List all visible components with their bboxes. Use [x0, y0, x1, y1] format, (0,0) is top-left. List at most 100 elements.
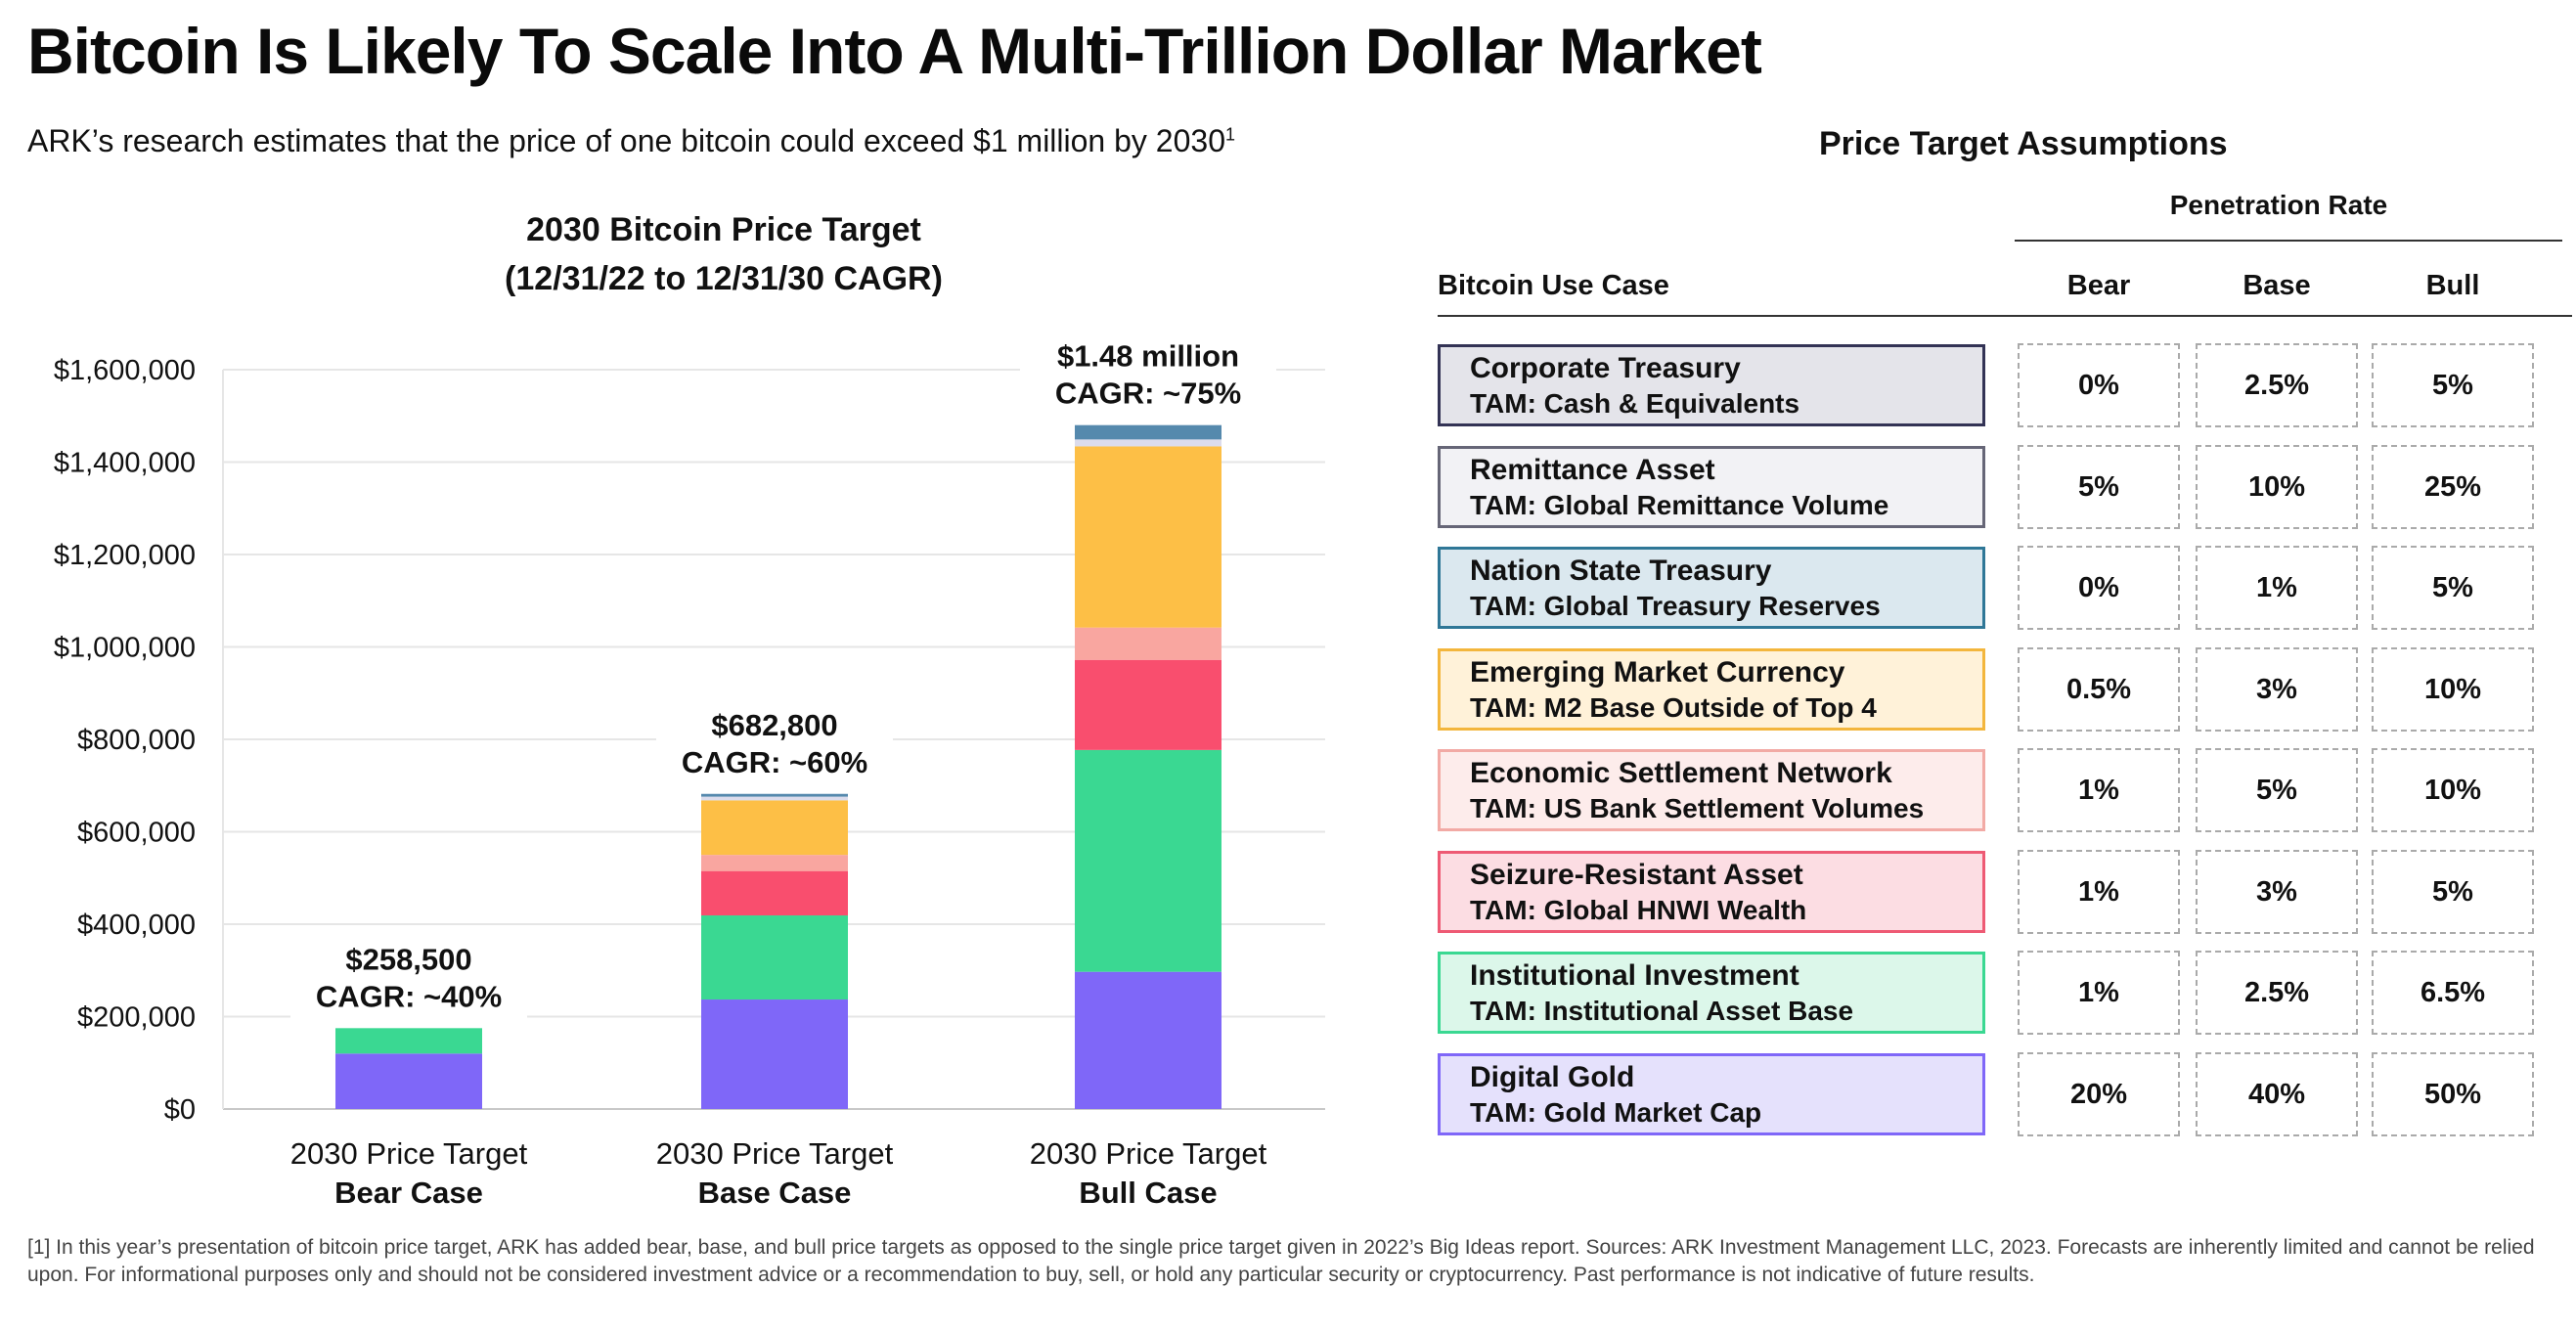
- x-category-case: Bull Case: [1079, 1176, 1217, 1210]
- col-header-use-case: Bitcoin Use Case: [1438, 270, 1669, 301]
- use-case-box: Emerging Market Currency TAM: M2 Base Out…: [1438, 648, 1985, 731]
- rate-cell-bull: 5%: [2372, 343, 2534, 427]
- rate-cell-bull: 5%: [2372, 850, 2534, 934]
- col-header-bull: Bull: [2425, 270, 2480, 301]
- use-case-tam: TAM: Cash & Equivalents: [1470, 388, 1800, 419]
- col-header-bear: Bear: [2066, 270, 2131, 301]
- y-tick-label: $800,000: [77, 725, 196, 756]
- bar-cagr-label: CAGR: ~60%: [682, 745, 867, 779]
- rate-cell-base: 1%: [2196, 546, 2358, 630]
- use-case-name: Seizure-Resistant Asset: [1470, 859, 1803, 891]
- use-case-name: Corporate Treasury: [1470, 352, 1741, 384]
- bar-segment: [701, 800, 848, 856]
- use-case-name: Digital Gold: [1470, 1061, 1635, 1093]
- bar-segment: [701, 870, 848, 916]
- bar-price-label: $682,800: [711, 708, 837, 742]
- use-case-box: Remittance Asset TAM: Global Remittance V…: [1438, 446, 1985, 528]
- annotation-bg: [290, 930, 527, 1021]
- rate-cell-bear: 1%: [2018, 748, 2180, 832]
- annotation-bg: [656, 695, 893, 786]
- penetration-rule: [2015, 240, 2562, 242]
- bar-segment: [335, 1028, 482, 1054]
- use-case-box: Institutional Investment TAM: Institution…: [1438, 952, 1985, 1034]
- y-tick-label: $1,200,000: [54, 540, 196, 571]
- bar-segment: [701, 999, 848, 1109]
- rate-cell-bull: 6.5%: [2372, 951, 2534, 1035]
- rate-cell-bull: 5%: [2372, 546, 2534, 630]
- bar-segment: [1075, 439, 1221, 447]
- bar-segment: [1075, 424, 1221, 440]
- bar-segment: [701, 855, 848, 871]
- bar-segment: [1075, 446, 1221, 628]
- use-case-tam: TAM: US Bank Settlement Volumes: [1470, 793, 1925, 823]
- rate-cell-base: 3%: [2196, 850, 2358, 934]
- bar-price-label: $1.48 million: [1057, 339, 1239, 374]
- use-case-tam: TAM: Institutional Asset Base: [1470, 996, 1854, 1026]
- assumptions-title: Price Target Assumptions: [1819, 125, 2228, 162]
- rate-cell-base: 10%: [2196, 445, 2358, 529]
- bar-segment: [1075, 627, 1221, 660]
- y-tick-label: $400,000: [77, 910, 196, 941]
- penetration-rate-title: Penetration Rate: [2169, 190, 2388, 220]
- rate-cell-base: 2.5%: [2196, 343, 2358, 427]
- rate-cell-bear: 0%: [2018, 546, 2180, 630]
- x-category-case: Base Case: [698, 1176, 852, 1210]
- rate-cell-bear: 20%: [2018, 1052, 2180, 1136]
- use-case-tam: TAM: Global Remittance Volume: [1470, 490, 1889, 520]
- rate-cell-bear: 1%: [2018, 850, 2180, 934]
- col-header-base: Base: [2243, 270, 2311, 301]
- y-tick-label: $600,000: [77, 818, 196, 849]
- bar-segment: [701, 915, 848, 1000]
- y-tick-label: $200,000: [77, 1002, 196, 1034]
- footnote-marker: 1: [1224, 124, 1235, 145]
- bar-segment: [1075, 971, 1221, 1109]
- rate-cell-bull: 25%: [2372, 445, 2534, 529]
- rate-cell-bear: 1%: [2018, 951, 2180, 1035]
- use-case-box: Corporate Treasury TAM: Cash & Equivalent…: [1438, 344, 1985, 426]
- use-case-tam: TAM: M2 Base Outside of Top 4: [1470, 692, 1877, 723]
- use-case-name: Remittance Asset: [1470, 454, 1715, 486]
- rate-cell-bear: 0%: [2018, 343, 2180, 427]
- x-category-label: 2030 Price Target: [656, 1136, 894, 1171]
- page-title: Bitcoin Is Likely To Scale Into A Multi-…: [27, 15, 1762, 87]
- use-case-box: Digital Gold TAM: Gold Market Cap: [1438, 1053, 1985, 1135]
- y-tick-label: $1,600,000: [54, 355, 196, 386]
- annotation-bg: [1020, 327, 1276, 418]
- use-case-name: Institutional Investment: [1470, 959, 1799, 992]
- use-case-box: Economic Settlement Network TAM: US Bank …: [1438, 749, 1985, 831]
- rate-cell-bear: 0.5%: [2018, 647, 2180, 732]
- rate-cell-bull: 10%: [2372, 748, 2534, 832]
- use-case-name: Nation State Treasury: [1470, 555, 1772, 587]
- bar-segment: [1075, 659, 1221, 750]
- bar-segment: [1075, 749, 1221, 972]
- bar-price-label: $258,500: [345, 942, 471, 976]
- y-tick-label: $0: [164, 1094, 196, 1126]
- y-tick-label: $1,000,000: [54, 633, 196, 664]
- rate-cell-bear: 5%: [2018, 445, 2180, 529]
- y-tick-label: $1,400,000: [54, 448, 196, 479]
- price-target-chart: $0 $200,000 $400,000 $600,000 $800,000 $1,000…: [54, 327, 1325, 1210]
- rate-cell-bull: 10%: [2372, 647, 2534, 732]
- rate-cell-bull: 50%: [2372, 1052, 2534, 1136]
- rate-cell-base: 2.5%: [2196, 951, 2358, 1035]
- rate-cell-base: 40%: [2196, 1052, 2358, 1136]
- x-category-case: Bear Case: [334, 1176, 483, 1210]
- bar-segment: [335, 1053, 482, 1109]
- x-category-label: 2030 Price Target: [1030, 1136, 1267, 1171]
- rate-cell-base: 3%: [2196, 647, 2358, 732]
- use-case-name: Economic Settlement Network: [1470, 757, 1892, 789]
- header-rule: [1438, 315, 2572, 317]
- bar-segment: [701, 793, 848, 797]
- use-case-box: Nation State Treasury TAM: Global Treasur…: [1438, 547, 1985, 629]
- bar-cagr-label: CAGR: ~75%: [1055, 377, 1241, 411]
- use-case-box: Seizure-Resistant Asset TAM: Global HNWI …: [1438, 851, 1985, 933]
- use-case-tam: TAM: Global Treasury Reserves: [1470, 591, 1881, 621]
- use-case-tam: TAM: Gold Market Cap: [1470, 1097, 1762, 1128]
- bar-segment: [701, 796, 848, 801]
- chart-title: 2030 Bitcoin Price Target (12/31/22 to 1…: [505, 211, 943, 297]
- footnote: [1] In this year’s presentation of bitco…: [27, 1236, 2535, 1286]
- page-subtitle: ARK’s research estimates that the price …: [27, 123, 1235, 158]
- x-category-label: 2030 Price Target: [290, 1136, 528, 1171]
- use-case-tam: TAM: Global HNWI Wealth: [1470, 895, 1807, 925]
- bar-cagr-label: CAGR: ~40%: [316, 979, 502, 1013]
